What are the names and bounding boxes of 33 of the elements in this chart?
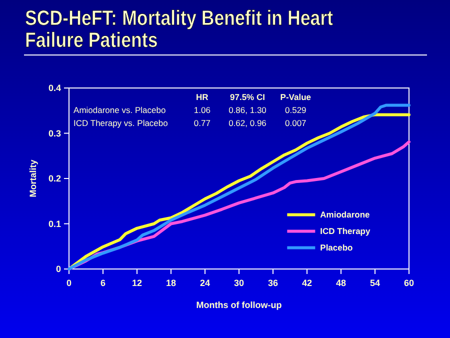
y-tick-label: 0.2 [48,174,61,184]
annotation: 0.77 [194,118,211,128]
x-tick-label: 36 [268,278,278,288]
annotation: 0.007 [285,118,307,128]
annotation: P-Value [280,92,312,102]
x-tick-label: 60 [404,278,414,288]
x-tick-label: 54 [370,278,380,288]
y-tick-label: 0.1 [48,218,61,229]
x-tick-label: 0 [66,278,72,288]
annotation: 0.86, 1.30 [228,105,267,115]
x-tick-label: 48 [336,278,346,288]
y-tick-label: 0.4 [48,83,61,94]
annotation: 97.5% CI [230,92,265,102]
legend-label: Placebo [320,242,353,253]
x-tick-label: 30 [234,278,244,288]
chart-title: SCD-HeFT: Mortality Benefit in Heart Failure Patients [25,6,334,52]
annotation: 1.06 [194,105,211,115]
y-tick-label: 0.3 [48,128,61,138]
x-tick-label: 18 [166,278,176,288]
x-tick-label: 42 [302,278,312,288]
annotation: Amiodarone vs. Placebo [74,105,166,115]
y-axis-title: Mortality [28,160,38,198]
annotation: 0.529 [285,105,307,115]
annotation: 0.62, 0.96 [228,118,267,128]
x-axis-title: Months of follow-up [196,300,282,310]
legend-label: ICD Therapy [320,226,371,236]
x-tick-label: 12 [132,278,142,288]
x-tick-label: 24 [200,278,210,288]
annotation: ICD Therapy vs. Placebo [74,118,168,128]
annotation: HR [196,92,208,102]
legend-label: Amiodarone [320,210,370,220]
x-tick-label: 6 [100,278,106,288]
y-tick-label: 0 [56,264,61,274]
